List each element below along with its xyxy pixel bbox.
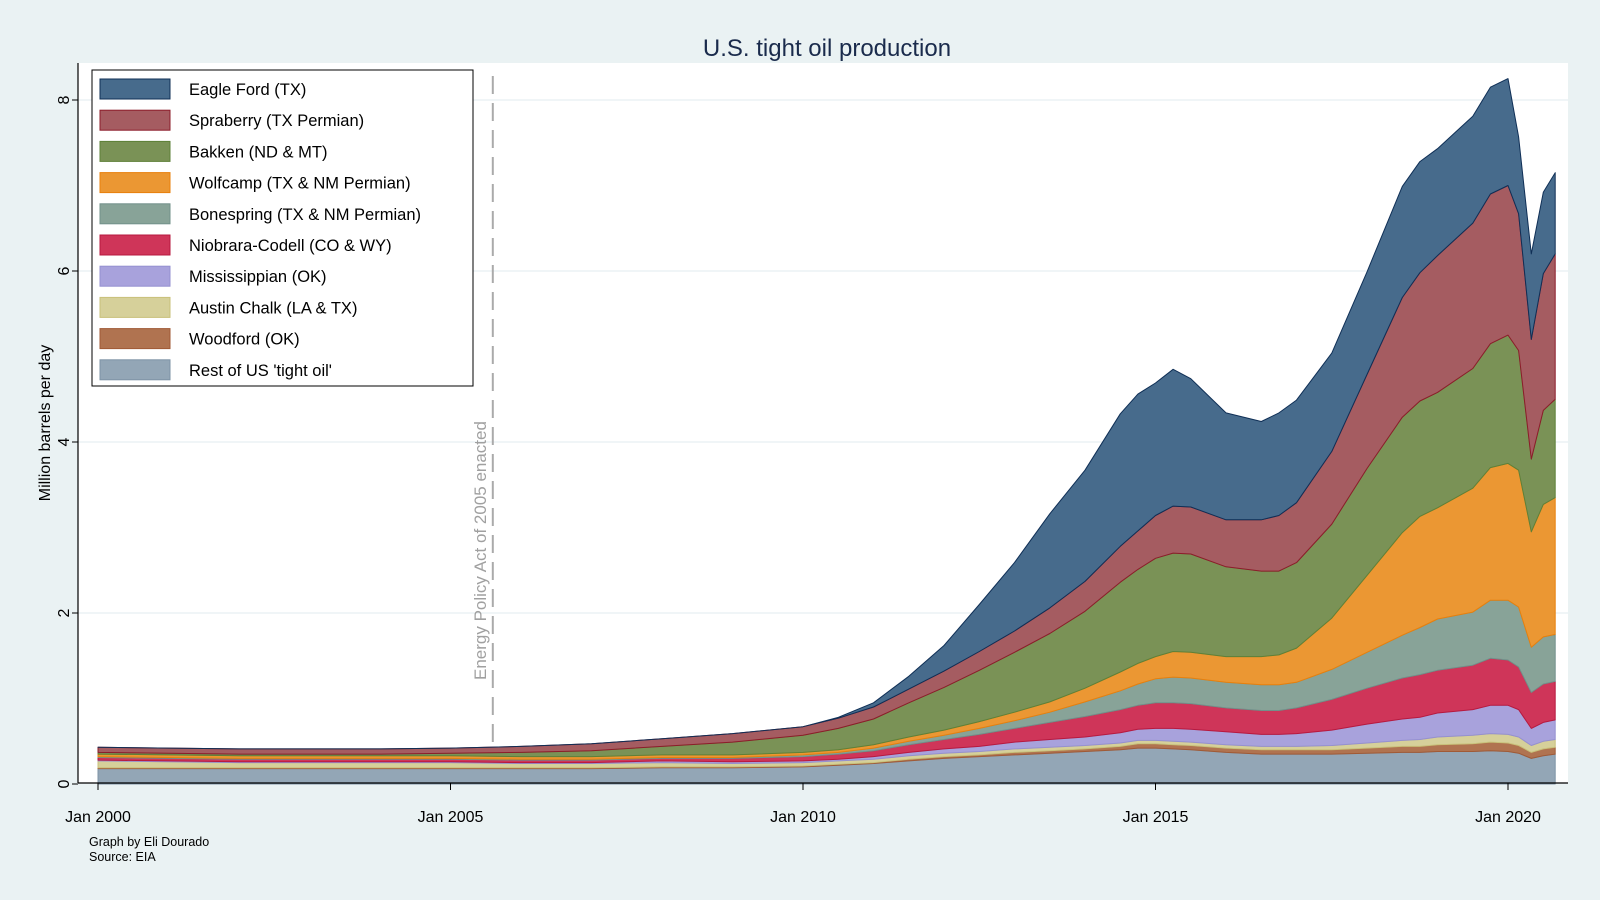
area-eagle-ford-tx bbox=[97, 78, 1556, 750]
legend-swatch bbox=[99, 172, 171, 194]
legend-label: Austin Chalk (LA & TX) bbox=[189, 299, 357, 317]
y-tick-label: 8 bbox=[56, 95, 73, 104]
y-axis-label: Million barrels per day bbox=[37, 345, 54, 502]
legend-label: Wolfcamp (TX & NM Permian) bbox=[189, 175, 411, 193]
legend-label: Niobrara-Codell (CO & WY) bbox=[189, 237, 392, 255]
legend-label: Spraberry (TX Permian) bbox=[189, 112, 364, 130]
legend-label: Rest of US 'tight oil' bbox=[189, 362, 332, 380]
legend-swatch bbox=[99, 140, 171, 162]
legend: Eagle Ford (TX) Spraberry (TX Permian) Bak… bbox=[91, 69, 474, 387]
credit-note: Graph by Eli Dourado bbox=[89, 835, 209, 849]
legend-swatch bbox=[99, 78, 171, 100]
legend-swatch bbox=[99, 109, 171, 131]
y-tick-label: 0 bbox=[56, 779, 73, 788]
x-tick-label: Jan 2020 bbox=[1475, 809, 1541, 826]
y-tick-label: 6 bbox=[56, 266, 73, 275]
legend-label: Eagle Ford (TX) bbox=[189, 81, 306, 99]
axes bbox=[77, 63, 1568, 784]
legend-swatch bbox=[99, 234, 171, 256]
stacked-areas bbox=[97, 78, 1556, 785]
x-ticks: Jan 2000 Jan 2005 Jan 2010 Jan 2015 Jan 2020 bbox=[65, 783, 1541, 826]
legend-label: Bonespring (TX & NM Permian) bbox=[189, 206, 421, 224]
legend-swatch bbox=[99, 328, 171, 350]
y-tick-label: 4 bbox=[56, 437, 73, 446]
legend-swatch bbox=[99, 265, 171, 287]
y-ticks: 0 2 4 6 8 bbox=[56, 95, 78, 788]
legend-swatch bbox=[99, 296, 171, 318]
x-tick-label: Jan 2010 bbox=[770, 809, 836, 826]
x-tick-label: Jan 2000 bbox=[65, 809, 131, 826]
x-tick-label: Jan 2005 bbox=[418, 809, 484, 826]
chart-title: U.S. tight oil production bbox=[703, 35, 951, 62]
legend-label: Mississippian (OK) bbox=[189, 268, 327, 286]
legend-label: Bakken (ND & MT) bbox=[189, 143, 327, 161]
y-tick-label: 2 bbox=[56, 608, 73, 617]
legend-label: Woodford (OK) bbox=[189, 331, 300, 349]
legend-swatch bbox=[99, 203, 171, 225]
source-note: Source: EIA bbox=[89, 850, 156, 864]
policy-act-label: Energy Policy Act of 2005 enacted bbox=[471, 421, 490, 680]
legend-swatch bbox=[99, 359, 171, 381]
x-tick-label: Jan 2015 bbox=[1123, 809, 1189, 826]
annotation: Energy Policy Act of 2005 enacted bbox=[471, 76, 494, 750]
